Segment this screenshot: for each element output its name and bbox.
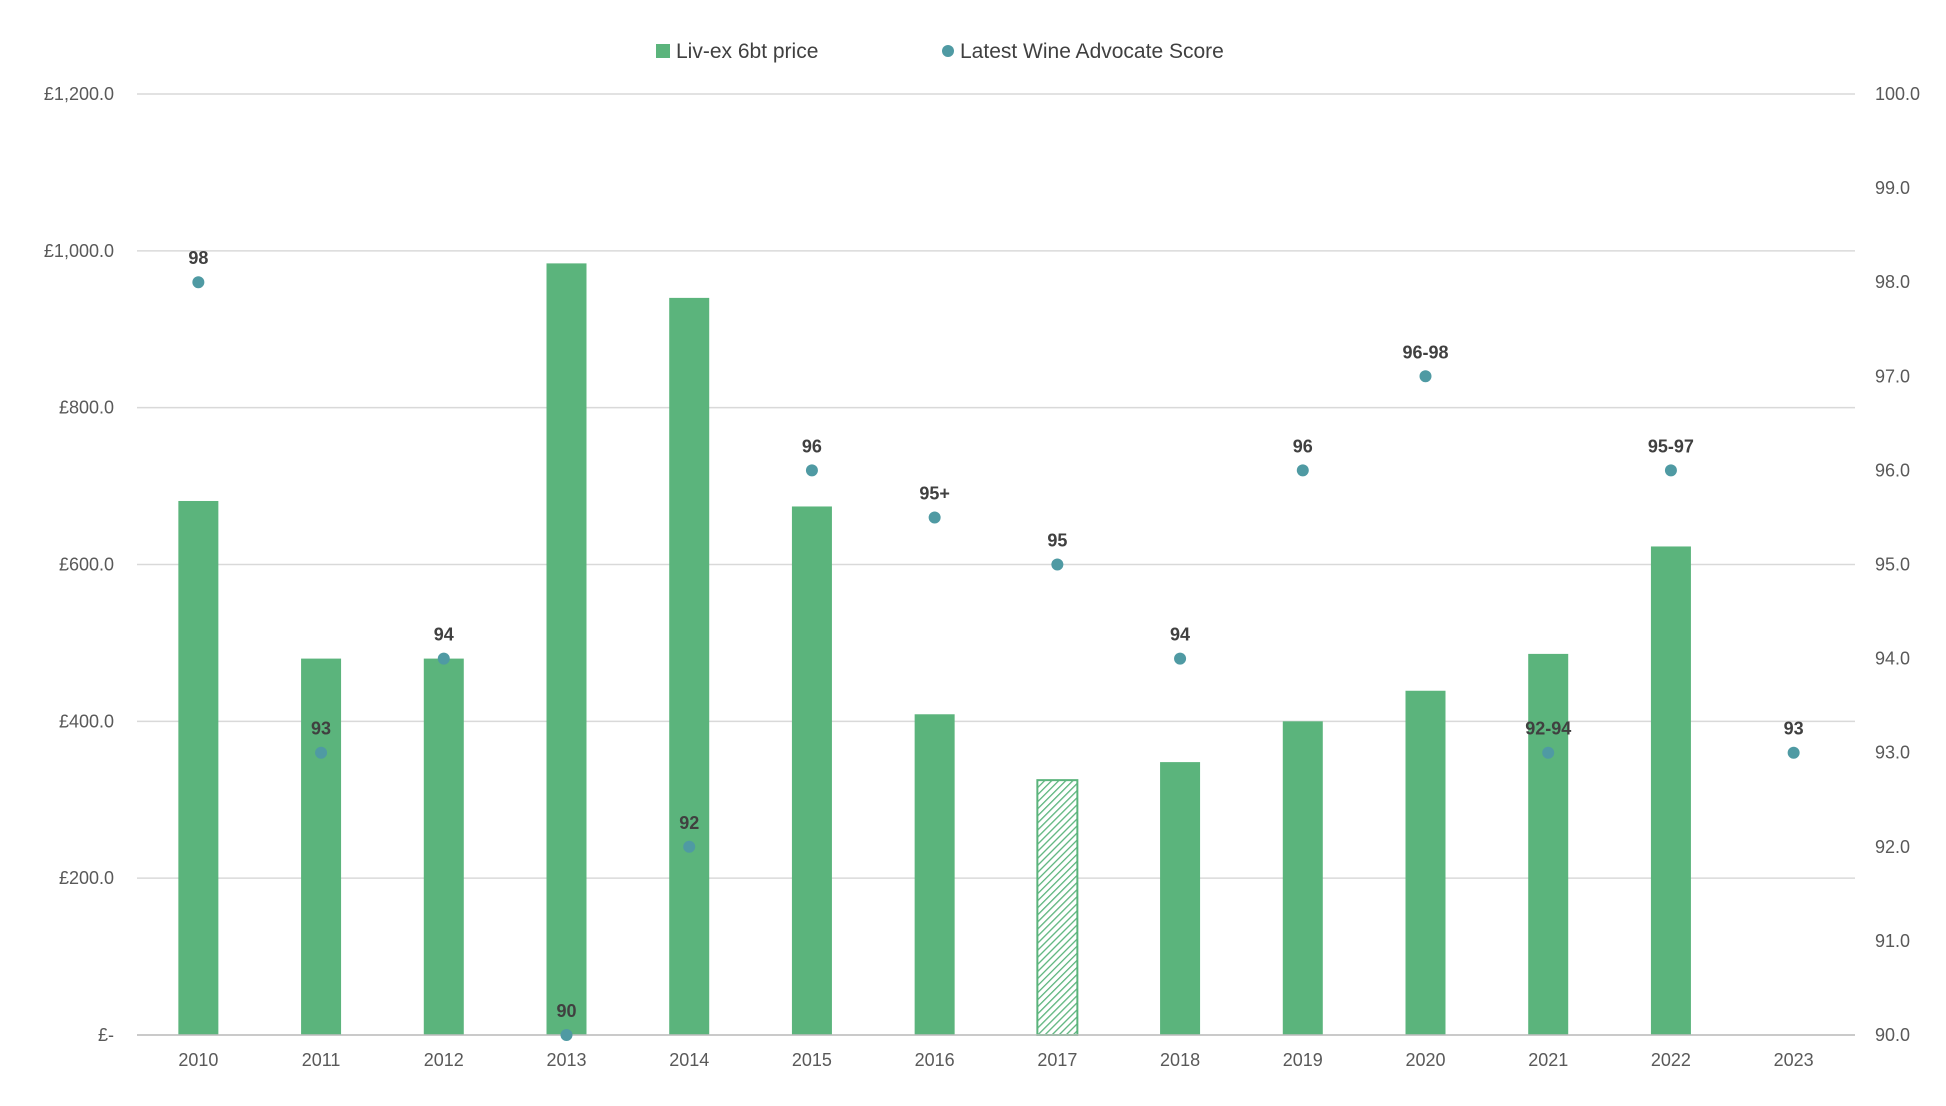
score-point-2022 bbox=[1664, 464, 1677, 477]
score-label-2020: 96-98 bbox=[1402, 342, 1448, 362]
y-right-tick-label: 96.0 bbox=[1875, 460, 1910, 480]
score-point-2012 bbox=[437, 652, 450, 665]
score-label-2011: 93 bbox=[311, 719, 331, 739]
bar-2022 bbox=[1650, 546, 1691, 1035]
bar-2013 bbox=[546, 263, 587, 1035]
bar-2012 bbox=[423, 658, 464, 1035]
score-label-2023: 93 bbox=[1784, 719, 1804, 739]
bar-2014 bbox=[669, 297, 710, 1036]
x-tick-label: 2012 bbox=[424, 1050, 464, 1070]
y-left-tick-label: £- bbox=[98, 1025, 114, 1045]
score-label-2019: 96 bbox=[1293, 436, 1313, 456]
x-tick-label: 2015 bbox=[792, 1050, 832, 1070]
y-right-tick-label: 94.0 bbox=[1875, 649, 1910, 669]
x-tick-label: 2023 bbox=[1774, 1050, 1814, 1070]
x-tick-label: 2014 bbox=[669, 1050, 709, 1070]
legend-swatch-score bbox=[942, 45, 954, 57]
y-right-tick-label: 100.0 bbox=[1875, 84, 1920, 104]
score-point-2011 bbox=[315, 746, 328, 759]
x-tick-label: 2020 bbox=[1405, 1050, 1445, 1070]
score-label-2014: 92 bbox=[679, 813, 699, 833]
bar-2010 bbox=[178, 500, 219, 1035]
score-label-2016: 95+ bbox=[919, 483, 950, 503]
score-label-2018: 94 bbox=[1170, 625, 1190, 645]
bar-2021 bbox=[1528, 653, 1569, 1035]
y-right-tick-label: 97.0 bbox=[1875, 366, 1910, 386]
bar-2020 bbox=[1405, 690, 1446, 1035]
legend: Liv-ex 6bt price Latest Wine Advocate Sc… bbox=[656, 40, 1224, 63]
y-left-tick-label: £800.0 bbox=[59, 398, 114, 418]
y-left-tick-label: £600.0 bbox=[59, 555, 114, 575]
score-label-2022: 95-97 bbox=[1648, 436, 1694, 456]
bar-2017 bbox=[1036, 779, 1079, 1036]
legend-label-price: Liv-ex 6bt price bbox=[676, 40, 818, 63]
x-tick-label: 2022 bbox=[1651, 1050, 1691, 1070]
y-right-tick-label: 90.0 bbox=[1875, 1025, 1910, 1045]
score-point-2021 bbox=[1542, 746, 1555, 759]
bar-2019 bbox=[1282, 721, 1323, 1035]
score-point-2023 bbox=[1787, 746, 1800, 759]
x-tick-label: 2021 bbox=[1528, 1050, 1568, 1070]
y-right-tick-label: 99.0 bbox=[1875, 178, 1910, 198]
bar-2011 bbox=[301, 658, 342, 1035]
y-right-tick-label: 92.0 bbox=[1875, 837, 1910, 857]
score-label-2015: 96 bbox=[802, 436, 822, 456]
y-left-tick-label: £400.0 bbox=[59, 711, 114, 731]
x-tick-label: 2013 bbox=[546, 1050, 586, 1070]
score-point-2018 bbox=[1174, 652, 1187, 665]
bar-2015 bbox=[791, 506, 832, 1035]
x-tick-label: 2011 bbox=[302, 1050, 341, 1070]
score-point-2014 bbox=[683, 840, 696, 853]
score-label-2013: 90 bbox=[556, 1001, 576, 1021]
x-tick-label: 2018 bbox=[1160, 1050, 1200, 1070]
y-right-tick-label: 98.0 bbox=[1875, 272, 1910, 292]
legend-swatch-price bbox=[656, 44, 670, 58]
score-point-2010 bbox=[192, 276, 205, 289]
score-point-2017 bbox=[1051, 558, 1064, 571]
bar-2018 bbox=[1160, 762, 1201, 1035]
y-left-tick-label: £200.0 bbox=[59, 868, 114, 888]
score-label-2017: 95 bbox=[1047, 531, 1067, 551]
score-point-2019 bbox=[1296, 464, 1309, 477]
score-label-2021: 92-94 bbox=[1525, 719, 1571, 739]
bar-2016 bbox=[914, 714, 955, 1035]
score-point-2020 bbox=[1419, 370, 1432, 383]
score-point-2016 bbox=[928, 511, 941, 524]
x-tick-label: 2019 bbox=[1283, 1050, 1323, 1070]
y-right-tick-label: 95.0 bbox=[1875, 555, 1910, 575]
legend-label-score: Latest Wine Advocate Score bbox=[960, 40, 1224, 63]
score-label-2012: 94 bbox=[434, 625, 454, 645]
score-point-2013 bbox=[560, 1029, 573, 1041]
y-left-tick-label: £1,200.0 bbox=[44, 84, 114, 104]
x-tick-label: 2017 bbox=[1037, 1050, 1077, 1070]
y-left-tick-label: £1,000.0 bbox=[44, 241, 114, 261]
y-right-tick-label: 91.0 bbox=[1875, 931, 1910, 951]
x-tick-label: 2010 bbox=[178, 1050, 218, 1070]
score-point-2015 bbox=[805, 464, 818, 477]
y-right-tick-label: 93.0 bbox=[1875, 743, 1910, 763]
x-tick-label: 2016 bbox=[915, 1050, 955, 1070]
score-label-2010: 98 bbox=[188, 248, 208, 268]
